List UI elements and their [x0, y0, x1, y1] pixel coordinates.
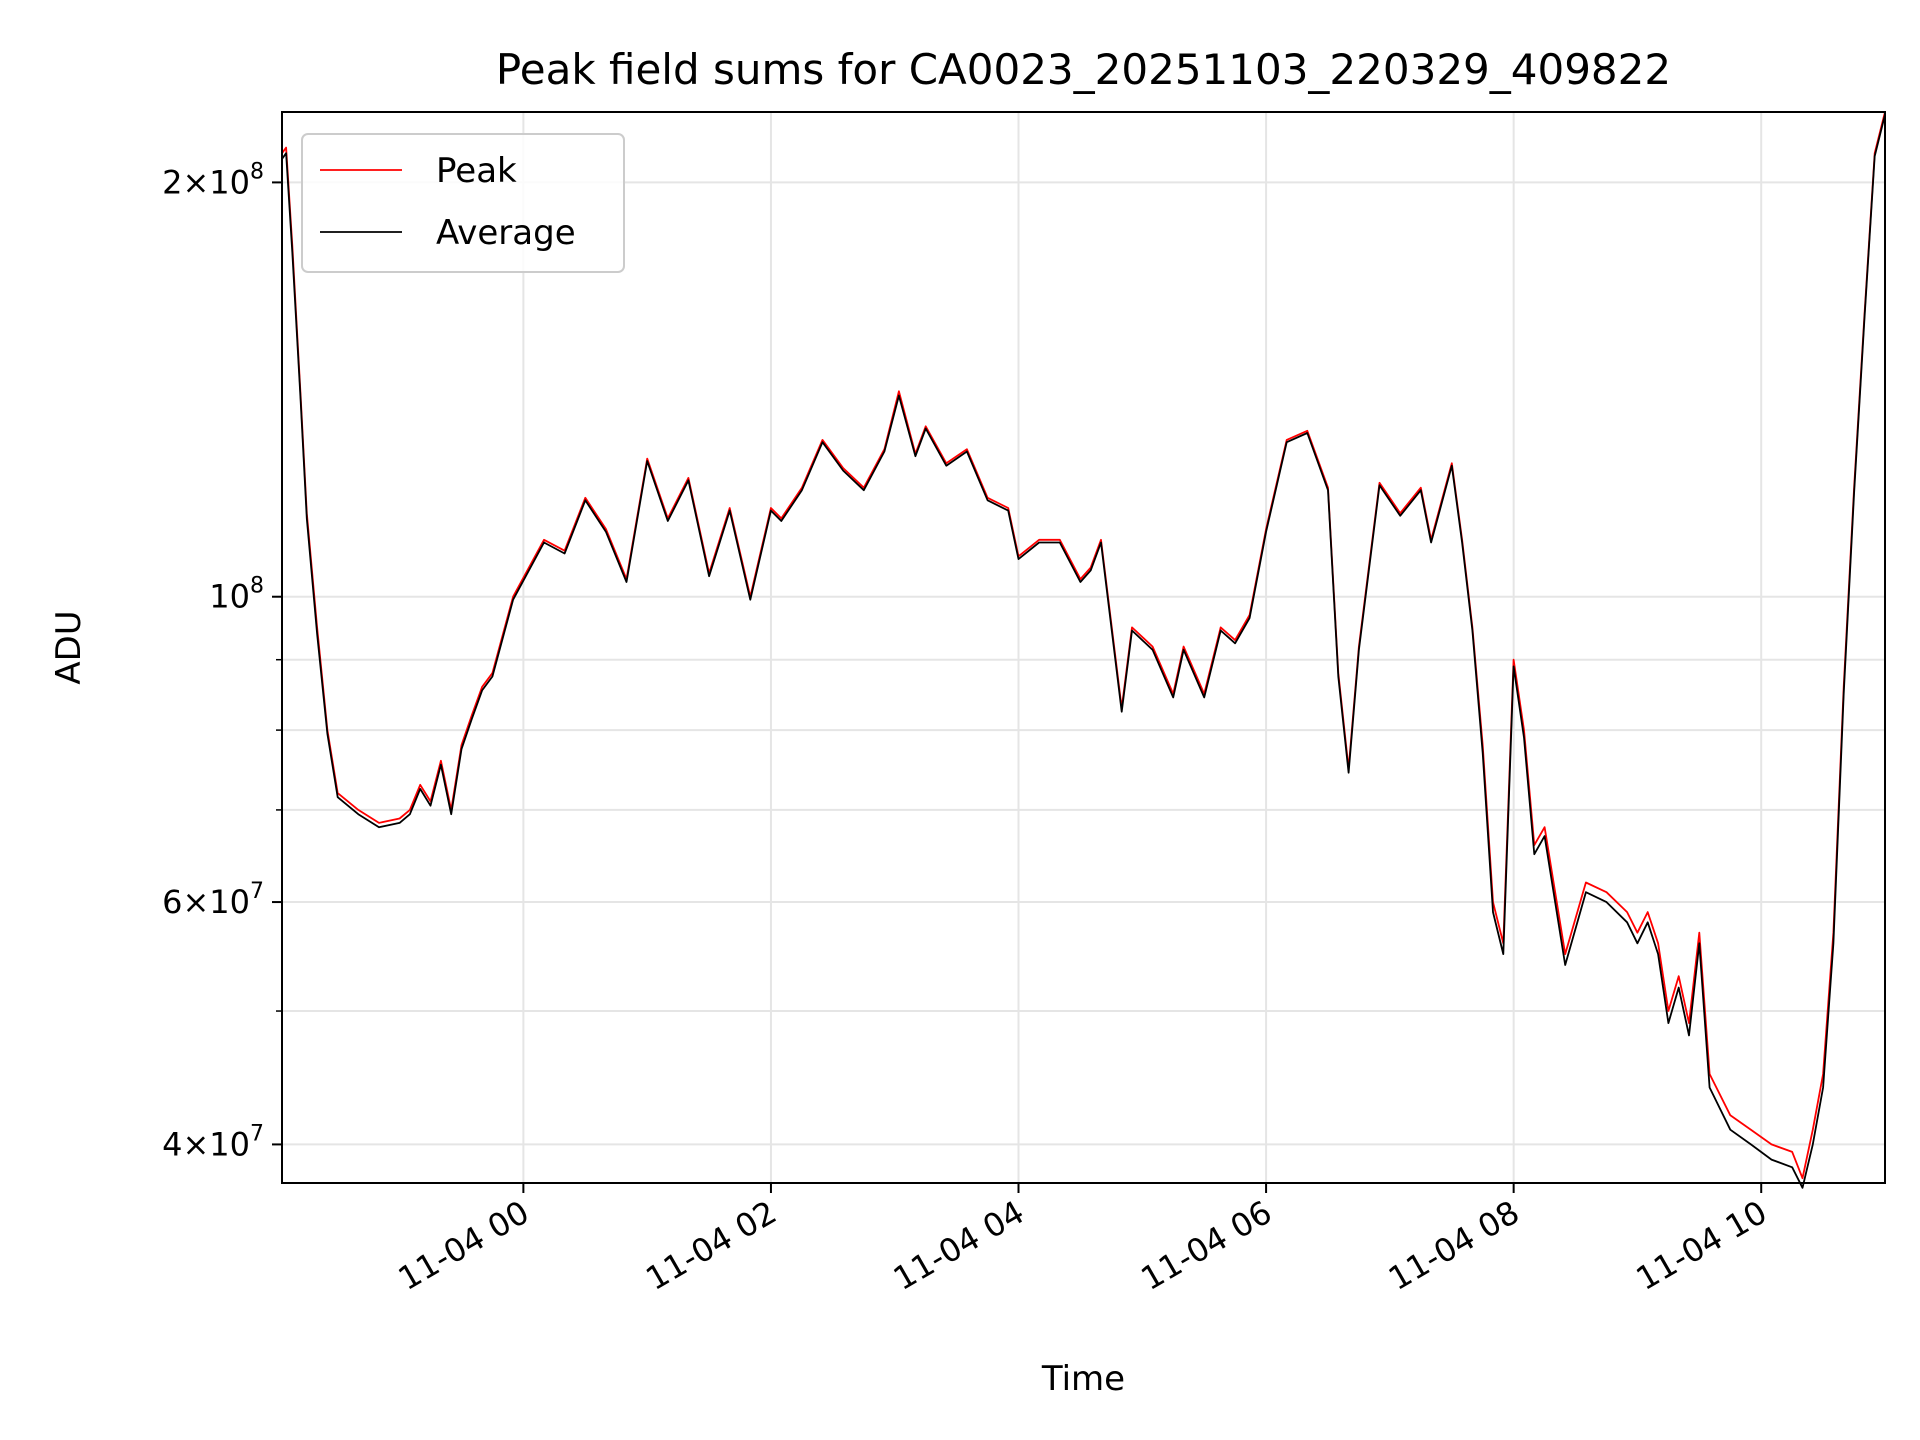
legend-box [301, 133, 625, 273]
series-line-peak [281, 111, 1886, 1180]
y-axis-label: ADU [49, 610, 89, 684]
y-tick-label: 4×107 [162, 1121, 264, 1163]
y-tick-label: 6×107 [162, 879, 264, 921]
legend: Peak Average [301, 133, 625, 273]
plot-frame [281, 111, 1886, 1184]
grid [282, 112, 1885, 1183]
series-layer [281, 111, 1886, 1189]
x-axis-label: Time [1041, 1359, 1125, 1399]
y-tick-label: 108 [209, 574, 264, 616]
series-line-average [281, 114, 1886, 1189]
y-tick-label: 2×108 [162, 159, 264, 201]
legend-label-peak: Peak [436, 151, 517, 191]
chart-title: Peak field sums for CA0023_20251103_2203… [496, 45, 1671, 94]
legend-label-average: Average [436, 213, 576, 253]
